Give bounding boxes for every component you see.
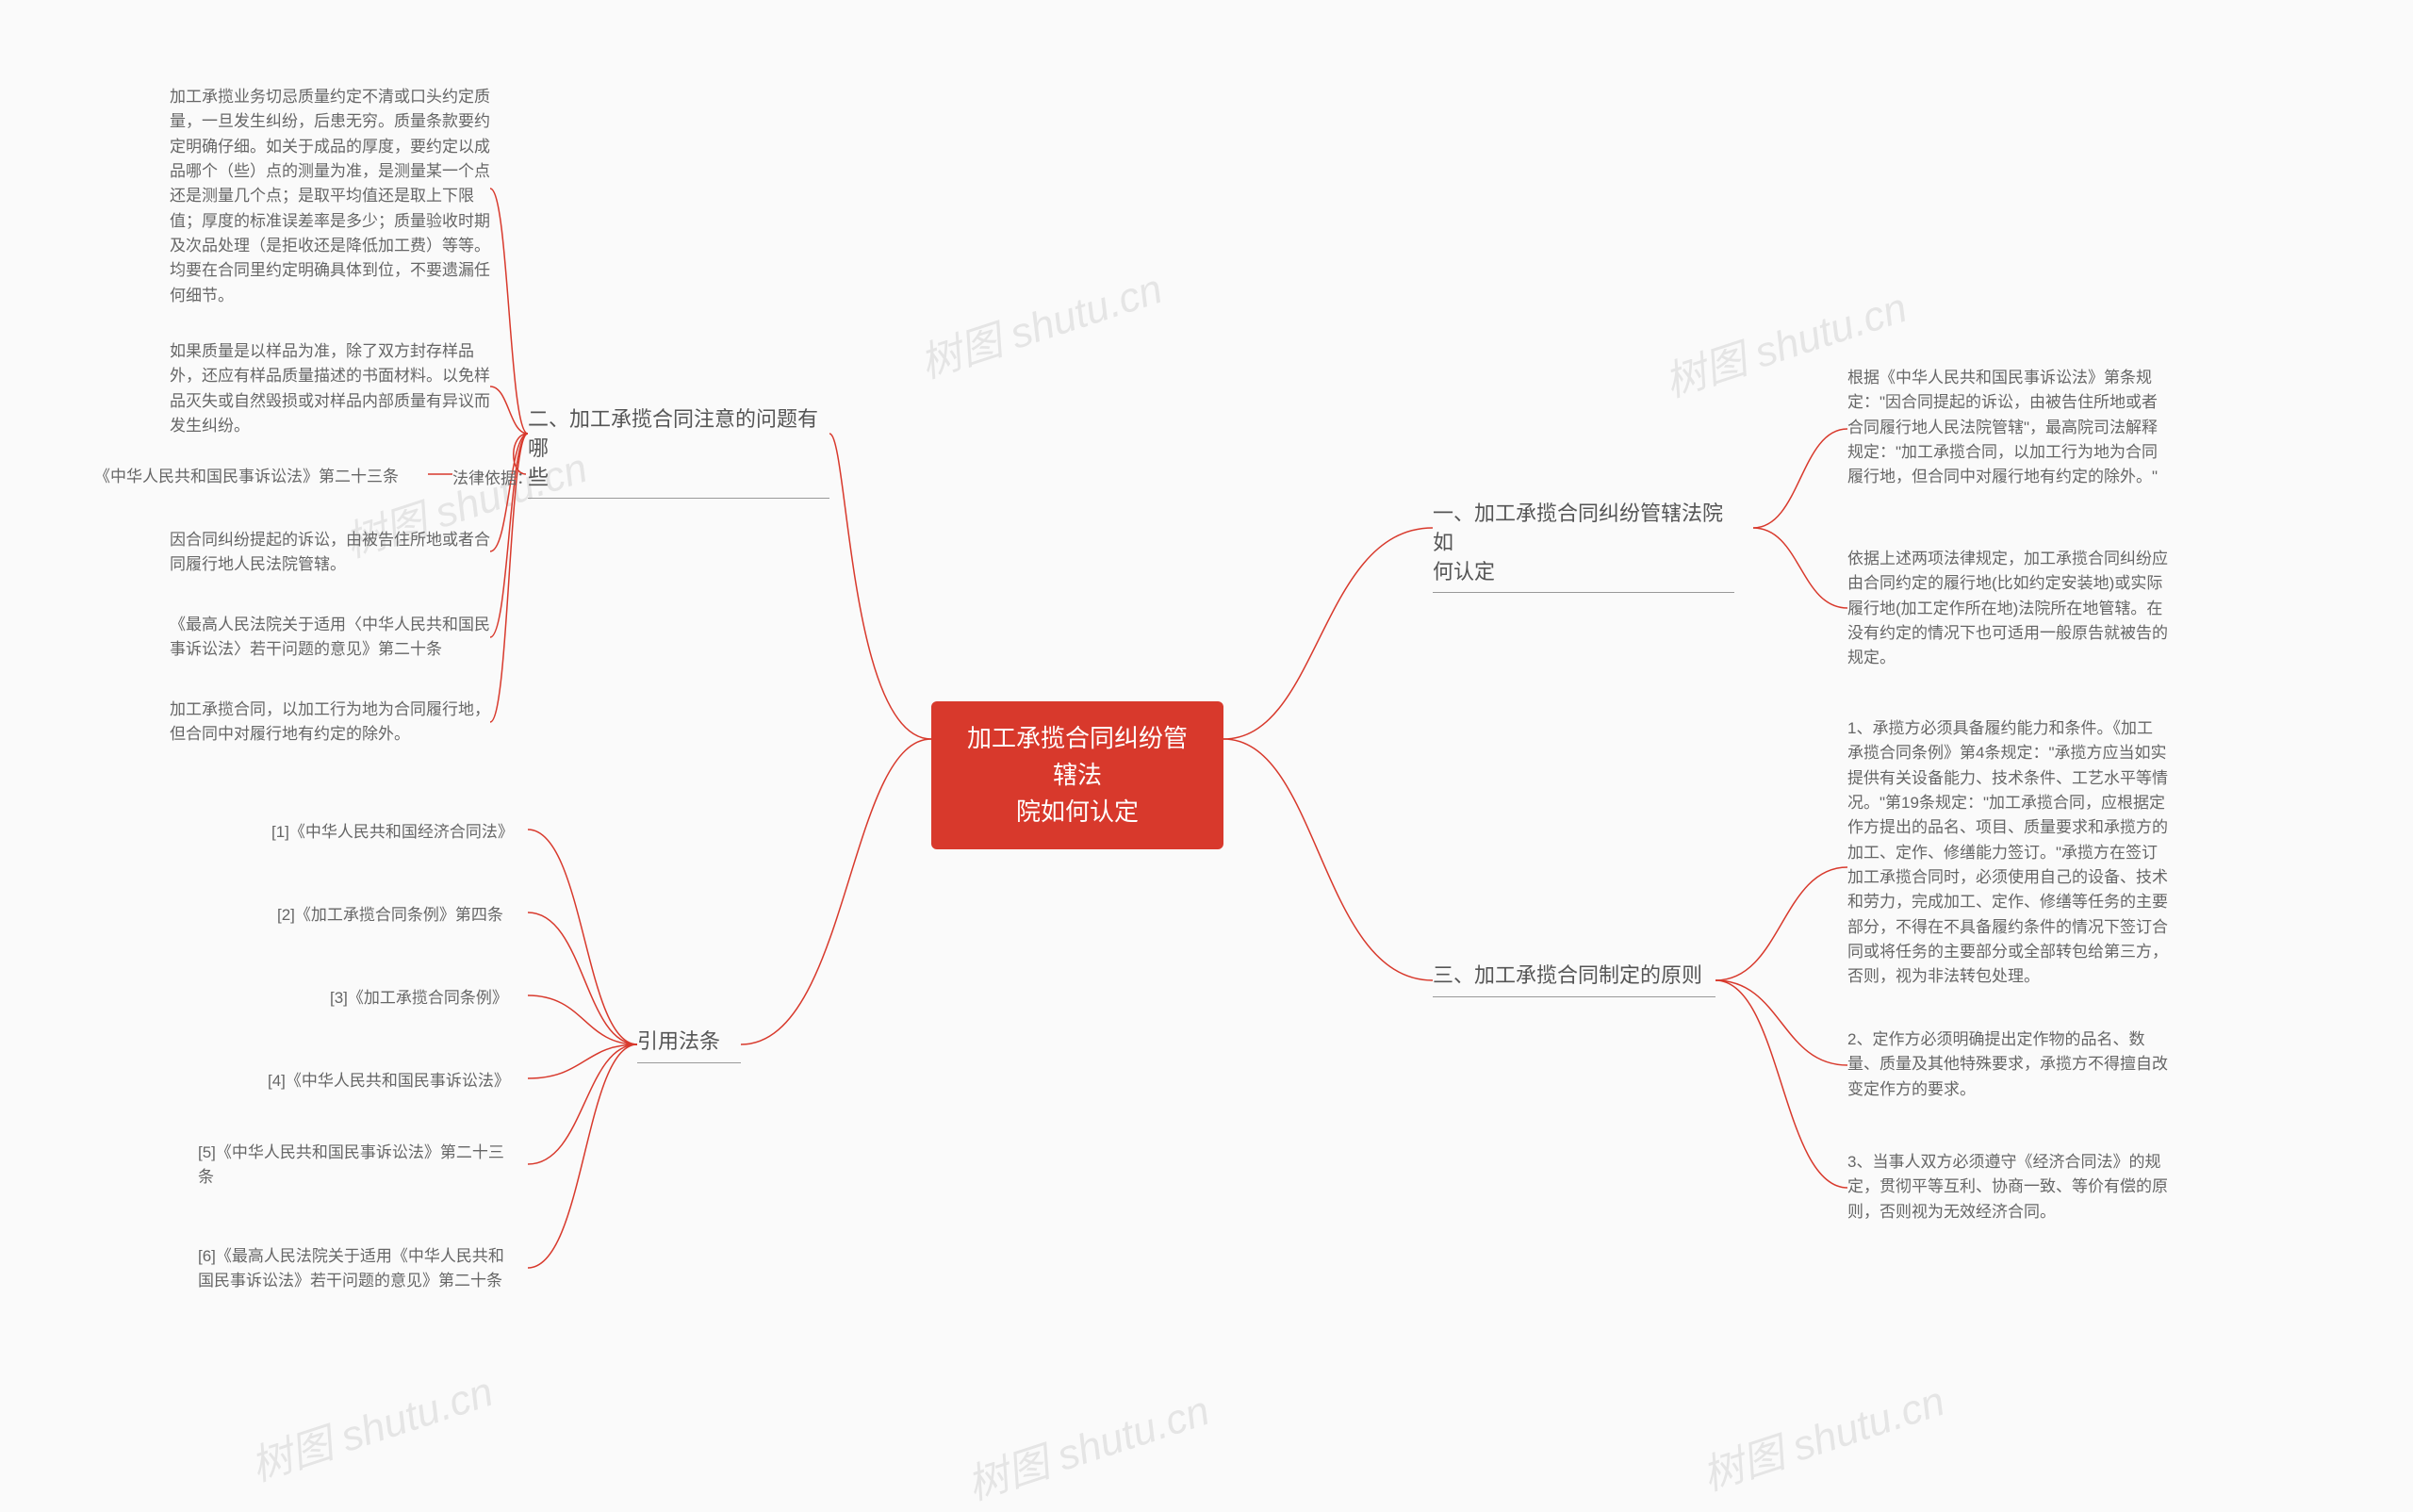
leaf-r3c: 3、当事人双方必须遵守《经济合同法》的规定，贯彻平等互利、协商一致、等价有偿的原… — [1847, 1150, 2168, 1224]
branch-r1: 一、加工承揽合同纠纷管辖法院如 何认定 — [1433, 500, 1734, 593]
watermark: 树图 shutu.cn — [959, 1376, 1216, 1511]
leaf-lf4: [4]《中华人民共和国民事诉讼法》 — [268, 1069, 510, 1093]
leaf-lf6: [6]《最高人民法院关于适用《中华人民共和 国民事诉讼法》若干问题的意见》第二十… — [198, 1244, 504, 1294]
center-node: 加工承揽合同纠纷管辖法 院如何认定 — [931, 701, 1223, 849]
leaf-lf2: [2]《加工承揽合同条例》第四条 — [277, 903, 503, 928]
leaf-l2b: 如果质量是以样品为准，除了双方封存样品外，还应有样品质量描述的书面材料。以免样品… — [170, 339, 490, 438]
branch-lref: 引用法条 — [637, 1027, 741, 1063]
leaf-l2c-law-label: 法律依据： — [452, 465, 533, 488]
leaf-l2d: 因合同纠纷提起的诉讼，由被告住所地或者合同履行地人民法院管辖。 — [170, 528, 490, 578]
leaf-l2a: 加工承揽业务切忌质量约定不清或口头约定质量，一旦发生纠纷，后患无穷。质量条款要约… — [170, 85, 490, 308]
leaf-l2f: 加工承揽合同，以加工行为地为合同履行地，但合同中对履行地有约定的除外。 — [170, 698, 490, 748]
leaf-r3b: 2、定作方必须明确提出定作物的品名、数量、质量及其他特殊要求，承揽方不得擅自改变… — [1847, 1027, 2168, 1102]
leaf-lf5: [5]《中华人民共和国民事诉讼法》第二十三 条 — [198, 1141, 504, 1191]
leaf-lf1: [1]《中华人民共和国经济合同法》 — [271, 820, 514, 845]
leaf-r1b: 依据上述两项法律规定，加工承揽合同纠纷应由合同约定的履行地(比如约定安装地)或实… — [1847, 547, 2168, 671]
leaf-r1a: 根据《中华人民共和国民事诉讼法》第条规定："因合同提起的诉讼，由被告住所地或者合… — [1847, 366, 2168, 490]
branch-r3: 三、加工承揽合同制定的原则 — [1433, 961, 1715, 997]
watermark: 树图 shutu.cn — [1694, 1367, 1951, 1502]
leaf-lf3: [3]《加工承揽合同条例》 — [330, 986, 508, 1011]
watermark: 树图 shutu.cn — [242, 1357, 500, 1492]
branch-l2: 二、加工承揽合同注意的问题有哪 些 — [528, 405, 829, 499]
watermark: 树图 shutu.cn — [911, 255, 1169, 389]
leaf-l2e: 《最高人民法院关于适用〈中华人民共和国民事诉讼法〉若干问题的意见》第二十条 — [170, 613, 490, 663]
leaf-r3a: 1、承揽方必须具备履约能力和条件。《加工承揽合同条例》第4条规定："承揽方应当如… — [1847, 716, 2168, 990]
leaf-l2c1: 《中华人民共和国民事诉讼法》第二十三条 — [94, 465, 399, 489]
